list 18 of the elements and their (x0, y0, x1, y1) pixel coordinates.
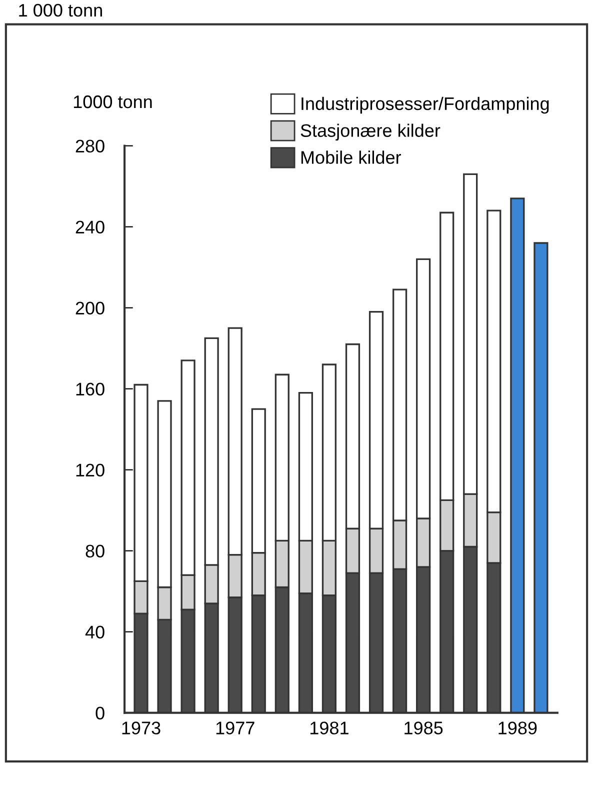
y-tick-label: 200 (76, 302, 104, 315)
y-tick-label: 0 (96, 706, 104, 720)
legend-label: Stasjonære kilder (300, 124, 440, 141)
y-tick-label: 80 (86, 544, 104, 558)
y-axis-title: 1000 tonn (74, 95, 152, 108)
y-tick-label: 280 (76, 140, 104, 153)
x-tick-label: 1989 (498, 722, 537, 734)
y-tick-label: 240 (76, 220, 104, 234)
legend-label: Industriprosesser/Fordampning (302, 96, 549, 114)
x-tick-label: 1985 (404, 722, 443, 734)
x-tick-label: 1981 (310, 722, 348, 734)
y-tick-label: 120 (76, 464, 104, 477)
x-tick-label: 1977 (216, 722, 254, 734)
y-tick-label: 40 (85, 626, 104, 639)
x-tick-label: 1973 (122, 722, 160, 734)
y-tick-label: 160 (76, 382, 104, 396)
text: 1 000 tonn (19, 4, 102, 17)
legend-label: Mobile kilder (301, 150, 402, 164)
